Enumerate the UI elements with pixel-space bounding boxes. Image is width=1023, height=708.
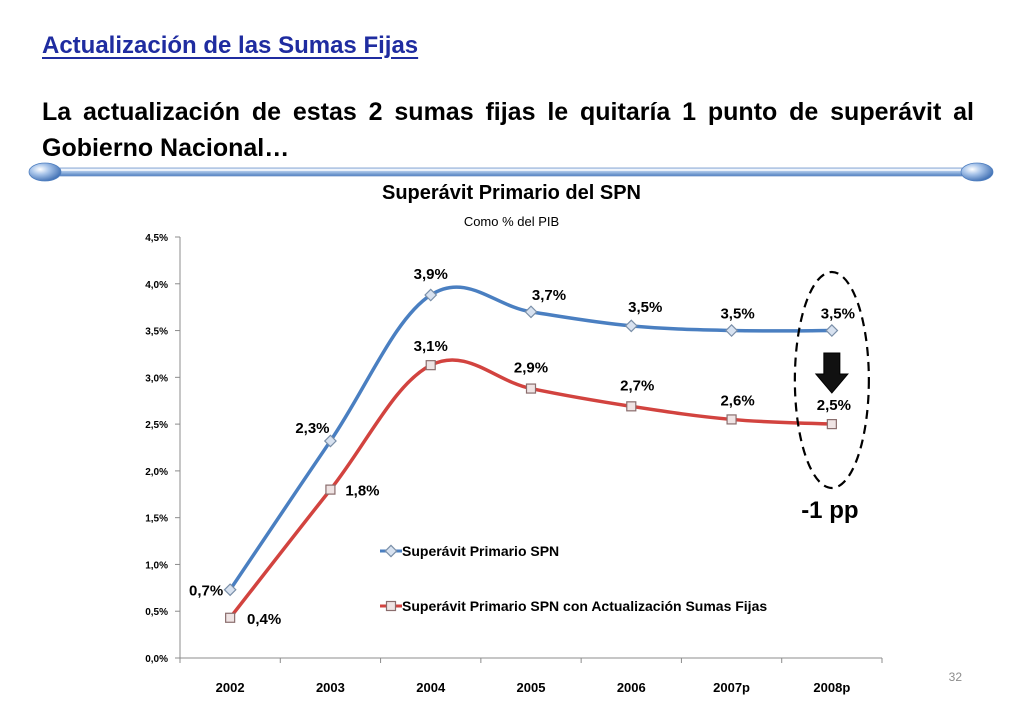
y-tick-label: 4,5%: [145, 233, 168, 244]
series-1-data-label: 2,3%: [295, 420, 329, 437]
y-tick-label: 3,0%: [145, 373, 168, 384]
y-tick-label: 0,0%: [145, 654, 168, 665]
x-tick-label: 2008p: [813, 680, 850, 695]
legend-label: Superávit Primario SPN: [402, 543, 559, 559]
series-1-data-label: 3,5%: [628, 299, 662, 316]
x-tick-label: 2003: [316, 680, 345, 695]
legend-marker: [385, 600, 397, 612]
y-tick-label: 4,0%: [145, 280, 168, 291]
down-arrow-icon: [814, 352, 849, 394]
x-tick-label: 2002: [216, 680, 245, 695]
x-tick-label: 2005: [517, 680, 546, 695]
series-2-data-label: 1,8%: [345, 483, 379, 500]
series-2-point: [626, 401, 637, 412]
y-tick-label: 1,5%: [145, 514, 168, 525]
series-1-data-label: 3,5%: [821, 306, 855, 323]
annotation-label: -1 pp: [801, 497, 858, 524]
slide-headline: La actualización de estas 2 sumas fijas …: [42, 98, 974, 162]
y-tick-label: 3,5%: [145, 327, 168, 338]
series-2-data-label: 0,4%: [247, 611, 281, 628]
slide-title: Actualización de las Sumas Fijas: [42, 32, 419, 59]
series-2-point: [726, 414, 737, 425]
decorative-divider-bar: [28, 162, 994, 182]
x-tick-label: 2006: [617, 680, 646, 695]
series-1-point: [524, 305, 538, 319]
series-2-data-label: 2,9%: [514, 360, 548, 377]
series-1-point: [323, 434, 337, 448]
x-tick-label: 2007p: [713, 680, 750, 695]
series-1-data-label: 3,7%: [532, 287, 566, 304]
page-number: 32: [948, 670, 962, 684]
legend-label: Superávit Primario SPN con Actualización…: [402, 598, 767, 614]
series-1-data-label: 3,5%: [720, 306, 754, 323]
y-tick-label: 2,5%: [145, 420, 168, 431]
series-1-data-label: 0,7%: [189, 583, 223, 600]
series-2-point: [425, 360, 436, 371]
y-tick-label: 2,0%: [145, 467, 168, 478]
legend-marker: [384, 544, 398, 558]
series-2-point: [225, 612, 236, 623]
series-2-data-label: 2,6%: [720, 392, 754, 409]
chart-title: Superávit Primario del SPN: [382, 182, 641, 204]
series-2-data-label: 2,5%: [817, 397, 851, 414]
series-1-data-label: 3,9%: [414, 266, 448, 283]
x-tick-label: 2004: [416, 680, 446, 695]
series-1-point: [725, 324, 739, 338]
series-1-point: [424, 288, 438, 302]
series-1-point: [223, 583, 237, 597]
series-1-point: [825, 324, 839, 338]
series-2-data-label: 2,7%: [620, 377, 654, 394]
y-tick-label: 1,0%: [145, 560, 168, 571]
y-tick-label: 0,5%: [145, 607, 168, 618]
series-2-data-label: 3,1%: [414, 338, 448, 355]
series-2-point: [525, 383, 537, 394]
chart-subtitle: Como % del PIB: [463, 214, 560, 229]
series-2-point: [826, 419, 837, 430]
series-2-point: [325, 484, 336, 495]
series-1-point: [624, 319, 638, 333]
annotation-dashed-ellipse: [793, 270, 870, 490]
